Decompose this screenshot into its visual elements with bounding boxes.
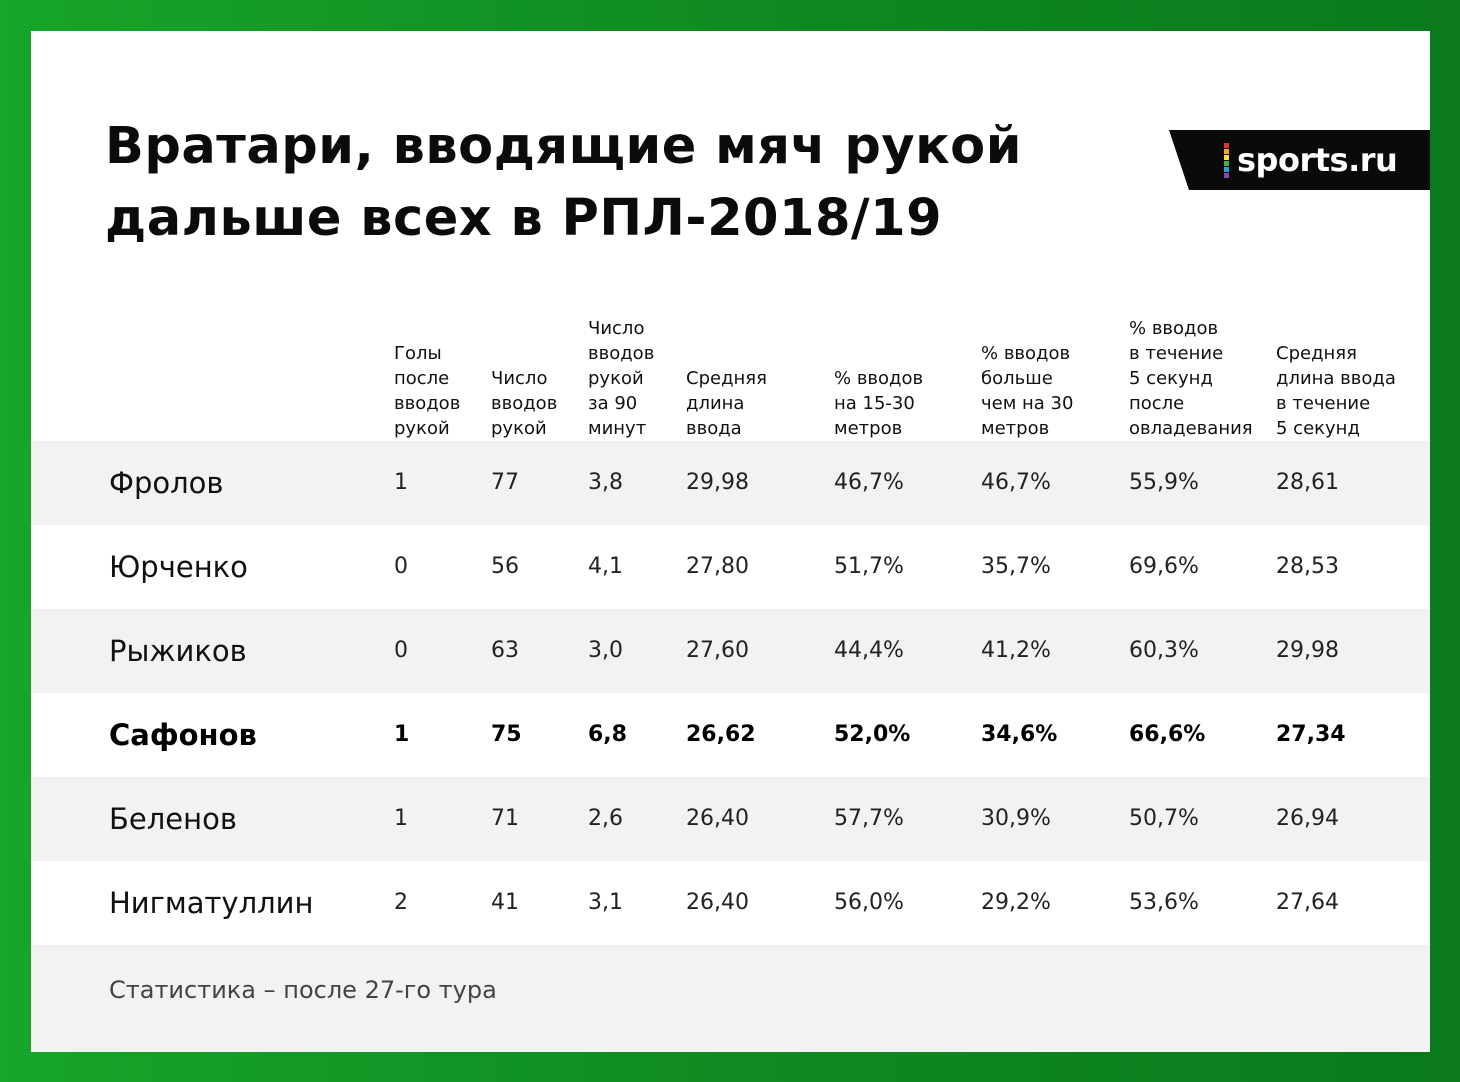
table-cell: 1 — [394, 806, 408, 831]
table-cell: 66,6% — [1129, 722, 1206, 747]
table-cell: 4,1 — [588, 554, 623, 579]
table-cell: 28,61 — [1276, 470, 1339, 495]
table-cell: 51,7% — [834, 554, 904, 579]
table-cell: 41 — [491, 890, 519, 915]
table-row: Сафонов 1 75 6,8 26,62 52,0% 34,6% 66,6% 27,34 — [31, 693, 1430, 777]
column-header: Средняя длина ввода — [686, 368, 767, 439]
column-header: Средняя длина ввода в течение 5 секунд — [1276, 343, 1396, 439]
table-cell: 44,4% — [834, 638, 904, 663]
goalkeeper-name: Нигматуллин — [109, 886, 314, 920]
goalkeeper-name: Беленов — [109, 802, 237, 836]
table-row: Беленов 1 71 2,6 26,40 57,7% 30,9% 50,7% 26,94 — [31, 777, 1430, 861]
column-header: Число вводов рукой — [491, 368, 558, 439]
table-cell: 55,9% — [1129, 470, 1199, 495]
table-row: Нигматуллин 2 41 3,1 26,40 56,0% 29,2% 53,6% 27,… — [31, 861, 1430, 945]
table-cell: 26,62 — [686, 722, 756, 747]
table-cell: 77 — [491, 470, 519, 495]
goalkeeper-name: Фролов — [109, 466, 224, 500]
infographic-card: Вратари, вводящие мяч рукой дальше всех … — [31, 31, 1430, 1052]
chart-title: Вратари, вводящие мяч рукой дальше всех … — [105, 111, 1105, 255]
table-cell: 29,98 — [1276, 638, 1339, 663]
title-line-2: дальше всех в РПЛ-2018/19 — [105, 189, 943, 248]
table-cell: 34,6% — [981, 722, 1058, 747]
table-cell: 60,3% — [1129, 638, 1199, 663]
table-cell: 2 — [394, 890, 408, 915]
table-cell: 30,9% — [981, 806, 1051, 831]
logo-bar-segment — [1224, 155, 1229, 160]
table-header: Голы после вводов рукой Число вводов руко… — [31, 291, 1430, 441]
column-header: % вводов в течение 5 секунд после овладе… — [1129, 318, 1253, 439]
column-header: Голы после вводов рукой — [394, 343, 461, 439]
table-cell: 50,7% — [1129, 806, 1199, 831]
table-cell: 56,0% — [834, 890, 904, 915]
goalkeeper-name: Юрченко — [109, 550, 248, 584]
table-cell: 27,34 — [1276, 722, 1346, 747]
title-line-1: Вратари, вводящие мяч рукой — [105, 117, 1022, 176]
logo-color-bars-icon — [1224, 143, 1229, 178]
table-cell: 46,7% — [834, 470, 904, 495]
table-cell: 26,40 — [686, 806, 749, 831]
table-cell: 63 — [491, 638, 519, 663]
goalkeeper-name: Рыжиков — [109, 634, 247, 668]
logo-bar-segment — [1224, 161, 1229, 166]
logo-bar-segment — [1224, 173, 1229, 178]
table-cell: 53,6% — [1129, 890, 1199, 915]
logo-text: sports.ru — [1237, 141, 1398, 179]
table-cell: 27,80 — [686, 554, 749, 579]
column-header: % вводов на 15-30 метров — [834, 368, 924, 439]
table-cell: 57,7% — [834, 806, 904, 831]
table-cell: 0 — [394, 638, 408, 663]
table-cell: 1 — [394, 470, 408, 495]
logo-badge-shape — [1169, 130, 1430, 190]
table-cell: 0 — [394, 554, 408, 579]
table-cell: 27,60 — [686, 638, 749, 663]
table-row: Фролов 1 77 3,8 29,98 46,7% 46,7% 55,9% 28,61 — [31, 441, 1430, 525]
table-cell: 69,6% — [1129, 554, 1199, 579]
logo-bar-segment — [1224, 143, 1229, 148]
table-cell: 6,8 — [588, 722, 627, 747]
table-cell: 27,64 — [1276, 890, 1339, 915]
table-cell: 1 — [394, 722, 410, 747]
sports-ru-logo: sports.ru — [1169, 130, 1430, 190]
table-cell: 3,8 — [588, 470, 623, 495]
table-cell: 56 — [491, 554, 519, 579]
table-cell: 71 — [491, 806, 519, 831]
table-cell: 29,98 — [686, 470, 749, 495]
table-row: Юрченко 0 56 4,1 27,80 51,7% 35,7% 69,6% 28,53 — [31, 525, 1430, 609]
table-cell: 26,94 — [1276, 806, 1339, 831]
column-header: Число вводов рукой за 90 минут — [588, 318, 655, 439]
table-row: Рыжиков 0 63 3,0 27,60 44,4% 41,2% 60,3% 29,98 — [31, 609, 1430, 693]
footer-note: Статистика – после 27-го тура — [109, 976, 497, 1004]
table-cell: 3,0 — [588, 638, 623, 663]
table-cell: 52,0% — [834, 722, 911, 747]
table-cell: 2,6 — [588, 806, 623, 831]
goalkeeper-name: Сафонов — [109, 718, 257, 752]
table-cell: 46,7% — [981, 470, 1051, 495]
table-cell: 3,1 — [588, 890, 623, 915]
table-cell: 75 — [491, 722, 522, 747]
logo-bar-segment — [1224, 149, 1229, 154]
table-cell: 35,7% — [981, 554, 1051, 579]
table-cell: 26,40 — [686, 890, 749, 915]
logo-bar-segment — [1224, 167, 1229, 172]
table-cell: 41,2% — [981, 638, 1051, 663]
footer: Статистика – после 27-го тура — [31, 945, 1430, 1052]
table-cell: 28,53 — [1276, 554, 1339, 579]
column-header: % вводов больше чем на 30 метров — [981, 343, 1074, 439]
table-cell: 29,2% — [981, 890, 1051, 915]
